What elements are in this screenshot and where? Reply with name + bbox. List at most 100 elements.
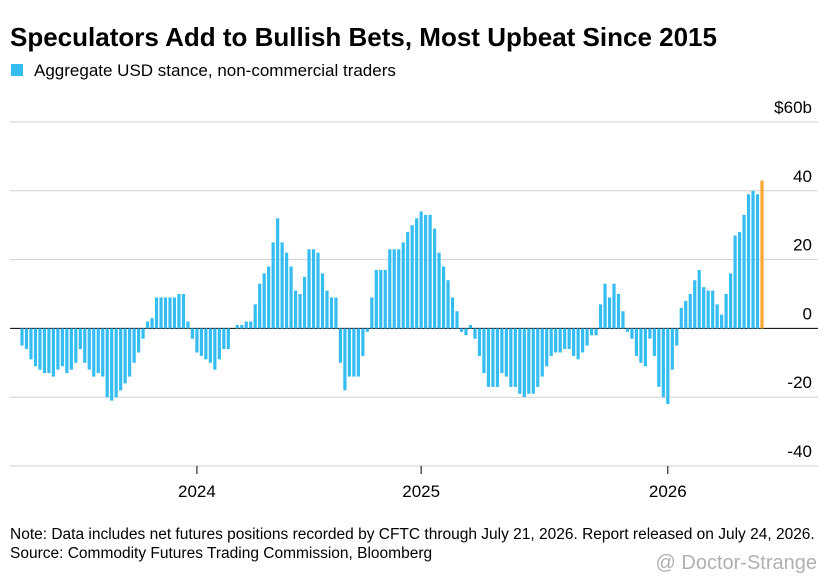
bar (652, 328, 656, 356)
bar (213, 328, 217, 370)
bar (630, 328, 634, 339)
bar (87, 328, 91, 370)
bar (168, 297, 172, 329)
bar (132, 328, 136, 363)
bar (388, 249, 392, 329)
bar (397, 249, 401, 329)
bar (123, 328, 127, 384)
watermark: @ Doctor-Strange (655, 552, 817, 574)
bar (199, 328, 203, 356)
bar (370, 297, 374, 329)
bar (540, 328, 544, 377)
bar (419, 211, 423, 329)
bar (724, 294, 728, 329)
bar (141, 328, 145, 339)
bar (688, 294, 692, 329)
bar (276, 218, 280, 329)
bar (293, 290, 298, 329)
bar (509, 328, 513, 387)
y-tick-label: 20 (793, 236, 812, 255)
bar (410, 225, 414, 329)
bar (554, 328, 558, 353)
bar (69, 328, 73, 370)
bar (504, 328, 508, 377)
bar (545, 328, 549, 367)
chart: Speculators Add to Bullish Bets, Most Up… (10, 22, 818, 501)
bar (105, 328, 109, 398)
bar (737, 232, 742, 329)
bar (208, 328, 212, 363)
bar (235, 324, 239, 329)
bar (56, 328, 60, 370)
bar (379, 269, 383, 329)
bar (20, 328, 24, 346)
bar (145, 321, 150, 329)
bar (450, 297, 455, 329)
bar (222, 328, 226, 350)
bar (240, 324, 244, 329)
bar (285, 252, 289, 329)
bar (78, 328, 82, 350)
bar (742, 214, 746, 329)
bar (190, 328, 195, 339)
bar (513, 328, 517, 387)
bar (96, 328, 100, 374)
bar (607, 297, 612, 329)
bar (204, 328, 208, 360)
footnote: Note: Data includes net futures position… (10, 525, 815, 563)
bar (495, 328, 499, 387)
bar (468, 324, 473, 329)
bar (477, 328, 482, 356)
bar (585, 328, 589, 346)
bar (114, 328, 118, 398)
bar (392, 249, 396, 329)
bar (383, 269, 387, 329)
bar (702, 287, 706, 329)
bar (226, 328, 230, 350)
y-tick-label: $60b (774, 98, 812, 117)
bar (128, 328, 132, 377)
bar (518, 328, 522, 394)
bar (589, 328, 594, 336)
y-tick-label: 40 (793, 167, 812, 186)
bar (415, 218, 419, 329)
bar (159, 297, 163, 329)
bar (549, 328, 553, 356)
bar (733, 235, 737, 329)
bar (684, 300, 688, 329)
bar (374, 269, 378, 329)
bar (459, 328, 464, 332)
bar (186, 321, 190, 329)
bar (24, 328, 29, 350)
bar (181, 294, 186, 329)
bar (648, 328, 652, 339)
chart-title: Speculators Add to Bullish Bets, Most Up… (10, 22, 717, 52)
bar (621, 311, 625, 329)
bar (258, 283, 262, 329)
bar (693, 280, 697, 329)
bar (612, 283, 616, 329)
bar (163, 297, 168, 329)
bar (666, 328, 670, 405)
bar (755, 194, 760, 329)
bar (406, 232, 410, 329)
bar (42, 328, 47, 374)
bar (639, 328, 643, 363)
bar (320, 273, 325, 329)
legend-swatch (11, 64, 23, 76)
bar (29, 328, 33, 360)
bar (563, 328, 567, 350)
bar (195, 328, 199, 353)
bar (352, 328, 356, 377)
bar (83, 328, 87, 363)
bar (531, 328, 535, 394)
bar (643, 328, 647, 367)
bar (217, 328, 221, 360)
bar (486, 328, 491, 387)
bar (177, 294, 181, 329)
bar (751, 190, 755, 329)
bar (244, 321, 248, 329)
bar (74, 328, 78, 363)
bar (329, 297, 334, 329)
bar (365, 328, 369, 332)
